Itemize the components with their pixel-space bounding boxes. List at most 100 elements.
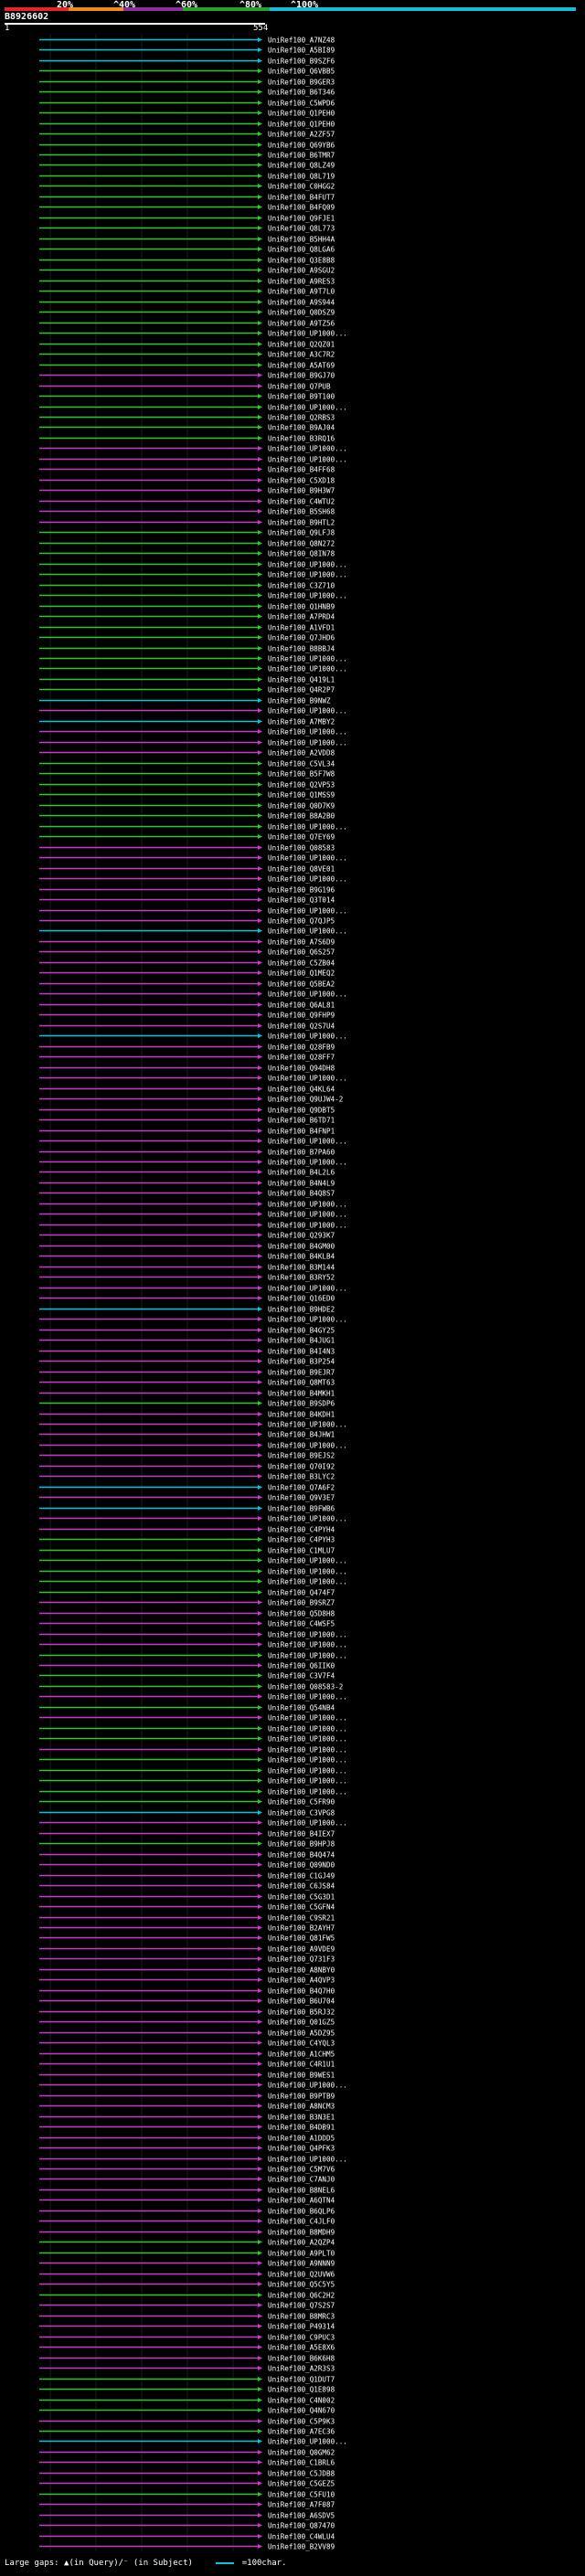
hit-label[interactable]: UniRef100_Q8VE01 xyxy=(268,865,335,874)
hit-label[interactable]: UniRef100_Q7JHD6 xyxy=(268,634,335,642)
hit-label[interactable]: UniRef100_UP1000... xyxy=(268,1159,347,1167)
hit-label[interactable]: UniRef100_A6QTN4 xyxy=(268,2197,335,2205)
hit-label[interactable]: UniRef100_C7ANJ0 xyxy=(268,2176,335,2184)
hit-label[interactable]: UniRef100_B9GER3 xyxy=(268,79,335,87)
hit-label[interactable]: UniRef100_B9SRZ7 xyxy=(268,1599,335,1607)
hit-label[interactable]: UniRef100_Q8N272 xyxy=(268,540,335,548)
hit-label[interactable]: UniRef100_Q7QJP5 xyxy=(268,917,335,926)
hit-label[interactable]: UniRef100_UP1000... xyxy=(268,655,347,663)
hit-label[interactable]: UniRef100_A2QZP4 xyxy=(268,2239,335,2247)
hit-label[interactable]: UniRef100_B9HDE2 xyxy=(268,1306,335,1314)
hit-label[interactable]: UniRef100_B9GJ70 xyxy=(268,372,335,380)
hit-label[interactable]: UniRef100_B4IEX7 xyxy=(268,1830,335,1839)
hit-label[interactable]: UniRef100_C9PUC3 xyxy=(268,2334,335,2342)
hit-label[interactable]: UniRef100_UP1000... xyxy=(268,707,347,716)
hit-label[interactable]: UniRef100_Q9UJW4-2 xyxy=(268,1096,343,1104)
hit-label[interactable]: UniRef100_Q4PFK3 xyxy=(268,2145,335,2153)
hit-label[interactable]: UniRef100_A7MBY2 xyxy=(268,718,335,726)
hit-label[interactable]: UniRef100_Q8LGA6 xyxy=(268,246,335,254)
hit-label[interactable]: UniRef100_Q293K7 xyxy=(268,1232,335,1240)
hit-label[interactable]: UniRef100_Q8L719 xyxy=(268,173,335,181)
hit-label[interactable]: UniRef100_UP1000... xyxy=(268,1515,347,1523)
hit-label[interactable]: UniRef100_C4WLU4 xyxy=(268,2533,335,2541)
hit-label[interactable]: UniRef100_UP1000... xyxy=(268,2438,347,2446)
hit-label[interactable]: UniRef100_B4Q7H0 xyxy=(268,1988,335,1996)
hit-label[interactable]: UniRef100_A9T7L0 xyxy=(268,288,335,296)
hit-label[interactable]: UniRef100_B4Q8S7 xyxy=(268,1190,335,1198)
hit-label[interactable]: UniRef100_B6T346 xyxy=(268,89,335,97)
hit-label[interactable]: UniRef100_Q70I92 xyxy=(268,1463,335,1471)
hit-label[interactable]: UniRef100_A9SGU2 xyxy=(268,267,335,275)
hit-label[interactable]: UniRef100_B2AYH7 xyxy=(268,1924,335,1933)
hit-label[interactable]: UniRef100_UP1000... xyxy=(268,991,347,999)
hit-label[interactable]: UniRef100_Q4N670 xyxy=(268,2407,335,2415)
hit-label[interactable]: UniRef100_Q3T014 xyxy=(268,896,335,905)
hit-label[interactable]: UniRef100_B4JUG1 xyxy=(268,1337,335,1345)
hit-label[interactable]: UniRef100_Q81FW5 xyxy=(268,1935,335,1943)
hit-label[interactable]: UniRef100_Q9FHP9 xyxy=(268,1012,335,1020)
hit-label[interactable]: UniRef100_B9HPJ8 xyxy=(268,1840,335,1849)
hit-label[interactable]: UniRef100_C3VPG8 xyxy=(268,1809,335,1818)
hit-label[interactable]: UniRef100_UP1000... xyxy=(268,1316,347,1324)
hit-label[interactable]: UniRef100_Q9DBT5 xyxy=(268,1107,335,1115)
hit-label[interactable]: UniRef100_Q6IIK0 xyxy=(268,1662,335,1670)
hit-label[interactable]: UniRef100_UP1000... xyxy=(268,1442,347,1450)
hit-label[interactable]: UniRef100_Q9V3E7 xyxy=(268,1494,335,1502)
hit-label[interactable]: UniRef100_UP1000... xyxy=(268,1714,347,1723)
hit-label[interactable]: UniRef100_UP1000... xyxy=(268,1767,347,1776)
hit-label[interactable]: UniRef100_B3LYC2 xyxy=(268,1473,335,1481)
hit-label[interactable]: UniRef100_C5GEZ5 xyxy=(268,2480,335,2488)
hit-label[interactable]: UniRef100_Q3E8B8 xyxy=(268,257,335,265)
hit-label[interactable]: UniRef100_B4FUT7 xyxy=(268,194,335,202)
hit-label[interactable]: UniRef100_B4GM00 xyxy=(268,1243,335,1251)
hit-label[interactable]: UniRef100_UP1000... xyxy=(268,1211,347,1219)
hit-label[interactable]: UniRef100_A5DZ95 xyxy=(268,2030,335,2038)
hit-label[interactable]: UniRef100_Q2QZ01 xyxy=(268,341,335,349)
hit-label[interactable]: UniRef100_B6U704 xyxy=(268,1998,335,2006)
hit-label[interactable]: UniRef100_C5GFN4 xyxy=(268,1903,335,1912)
hit-label[interactable]: UniRef100_B4MKH1 xyxy=(268,1390,335,1398)
hit-label[interactable]: UniRef100_B2VV89 xyxy=(268,2543,335,2551)
hit-label[interactable]: UniRef100_UP1000... xyxy=(268,1138,347,1146)
hit-label[interactable]: UniRef100_A2R3S3 xyxy=(268,2365,335,2373)
hit-label[interactable]: UniRef100_Q4R2P7 xyxy=(268,686,335,694)
hit-label[interactable]: UniRef100_B8MRC3 xyxy=(268,2313,335,2321)
hit-label[interactable]: UniRef100_B6K6H8 xyxy=(268,2355,335,2363)
hit-label[interactable]: UniRef100_B3RQ16 xyxy=(268,435,335,443)
hit-label[interactable]: UniRef100_Q1PEH0 xyxy=(268,121,335,129)
hit-label[interactable]: UniRef100_Q69YB6 xyxy=(268,142,335,150)
hit-label[interactable]: UniRef100_C3Z710 xyxy=(268,582,335,590)
hit-label[interactable]: UniRef100_UP1000... xyxy=(268,1557,347,1565)
hit-label[interactable]: UniRef100_B8MDH9 xyxy=(268,2229,335,2237)
hit-label[interactable]: UniRef100_Q2UVW6 xyxy=(268,2271,335,2279)
hit-label[interactable]: UniRef100_UP1000... xyxy=(268,2082,347,2090)
hit-label[interactable]: UniRef100_Q2RBS3 xyxy=(268,414,335,422)
hit-label[interactable]: UniRef100_UP1000... xyxy=(268,1746,347,1754)
hit-label[interactable]: UniRef100_A9PLT0 xyxy=(268,2250,335,2258)
hit-label[interactable]: UniRef100_A7PRD4 xyxy=(268,613,335,621)
hit-label[interactable]: UniRef100_C4JLF0 xyxy=(268,2218,335,2226)
hit-label[interactable]: UniRef100_UP1000... xyxy=(268,739,347,747)
hit-label[interactable]: UniRef100_C5P9K3 xyxy=(268,2418,335,2426)
hit-label[interactable]: UniRef100_Q5BEA2 xyxy=(268,981,335,989)
hit-label[interactable]: UniRef100_A9S944 xyxy=(268,299,335,307)
hit-label[interactable]: UniRef100_A1VFD1 xyxy=(268,624,335,632)
hit-label[interactable]: UniRef100_UP1000... xyxy=(268,571,347,579)
hit-label[interactable]: UniRef100_A5BI89 xyxy=(268,47,335,55)
hit-label[interactable]: UniRef100_C4WTU2 xyxy=(268,498,335,506)
hit-label[interactable]: UniRef100_C5FU10 xyxy=(268,2491,335,2499)
hit-label[interactable]: UniRef100_B9SDP6 xyxy=(268,1400,335,1408)
hit-label[interactable]: UniRef100_Q0DSZ9 xyxy=(268,309,335,317)
hit-label[interactable]: UniRef100_C4R1U1 xyxy=(268,2061,335,2069)
hit-label[interactable]: UniRef100_Q9LFJ8 xyxy=(268,529,335,537)
hit-label[interactable]: UniRef100_B8BBJ4 xyxy=(268,645,335,653)
hit-label[interactable]: UniRef100_C5VL34 xyxy=(268,760,335,769)
hit-label[interactable]: UniRef100_UP1000... xyxy=(268,1285,347,1293)
hit-label[interactable]: UniRef100_A8NCM3 xyxy=(268,2103,335,2111)
hit-label[interactable]: UniRef100_B4DB91 xyxy=(268,2124,335,2132)
hit-label[interactable]: UniRef100_UP1000... xyxy=(268,1222,347,1230)
hit-label[interactable]: UniRef100_B4JHW1 xyxy=(268,1431,335,1439)
hit-label[interactable]: UniRef100_UP1000... xyxy=(268,561,347,569)
hit-label[interactable]: UniRef100_Q6C2H2 xyxy=(268,2292,335,2300)
hit-label[interactable]: UniRef100_Q419L1 xyxy=(268,676,335,684)
